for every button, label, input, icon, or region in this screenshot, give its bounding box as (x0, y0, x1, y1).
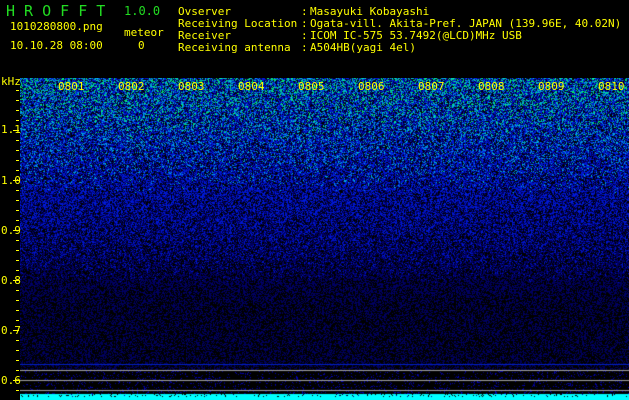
y-tick-label: 0.7 (1, 324, 21, 337)
time-label: 0810 (598, 80, 625, 93)
y-tick-label: 1.1 (1, 123, 21, 136)
y-tick (16, 160, 19, 161)
app-title: H R O F F T (6, 2, 106, 20)
info-value-observer: Masayuki Kobayashi (310, 5, 430, 18)
y-tick (16, 120, 19, 121)
y-tick (16, 220, 19, 221)
y-axis-unit: kHz (1, 75, 21, 88)
info-value-location: Ogata-vill. Akita-Pref. JAPAN (139.96E, … (310, 17, 622, 30)
y-tick (16, 320, 19, 321)
y-tick-label: 0.9 (1, 224, 21, 237)
y-tick (16, 370, 19, 371)
meteor-count: 0 (138, 39, 145, 52)
y-tick (16, 200, 19, 201)
datetime: 10.10.28 08:00 (10, 39, 103, 52)
y-tick (13, 230, 19, 231)
y-tick (16, 390, 19, 391)
y-tick (16, 150, 19, 151)
y-tick (16, 310, 19, 311)
y-tick (13, 380, 19, 381)
spectrogram-canvas (20, 78, 629, 400)
time-label: 0807 (418, 80, 445, 93)
time-label: 0802 (118, 80, 145, 93)
info-value-antenna: A504HB(yagi 4el) (310, 41, 416, 54)
y-tick (16, 190, 19, 191)
y-tick (16, 250, 19, 251)
time-label: 0804 (238, 80, 265, 93)
y-tick (16, 170, 19, 171)
y-tick (16, 110, 19, 111)
app-version: 1.0.0 (124, 4, 161, 18)
time-label: 0809 (538, 80, 565, 93)
info-colon: : (301, 5, 308, 18)
y-tick-label: 0.6 (1, 374, 21, 387)
time-label: 0803 (178, 80, 205, 93)
y-tick (13, 330, 19, 331)
y-tick (16, 240, 19, 241)
filename: 1010280800.png (10, 20, 103, 33)
y-tick (13, 280, 19, 281)
meteor-label: meteor (124, 26, 164, 39)
info-value-receiver: ICOM IC-575 53.7492(@LCD)MHz USB (310, 29, 522, 42)
y-tick (16, 90, 19, 91)
info-colon: : (301, 17, 308, 30)
time-label: 0801 (58, 80, 85, 93)
info-label-antenna: Receiving antenna (178, 41, 291, 54)
time-label: 0805 (298, 80, 325, 93)
y-tick-label: 1.0 (1, 174, 21, 187)
info-label-location: Receiving Location (178, 17, 298, 30)
y-tick (13, 130, 19, 131)
y-tick (16, 350, 19, 351)
info-label-receiver: Receiver (178, 29, 231, 42)
y-tick (16, 340, 19, 341)
y-tick (16, 290, 19, 291)
time-label: 0806 (358, 80, 385, 93)
info-colon: : (301, 41, 308, 54)
y-tick (16, 260, 19, 261)
y-tick-label: 0.8 (1, 274, 21, 287)
y-tick (16, 210, 19, 211)
y-tick (16, 360, 19, 361)
y-tick (13, 180, 19, 181)
info-label-observer: Ovserver (178, 5, 231, 18)
time-label: 0808 (478, 80, 505, 93)
y-tick (16, 100, 19, 101)
y-tick (16, 270, 19, 271)
y-tick (16, 140, 19, 141)
y-tick (16, 300, 19, 301)
info-colon: : (301, 29, 308, 42)
